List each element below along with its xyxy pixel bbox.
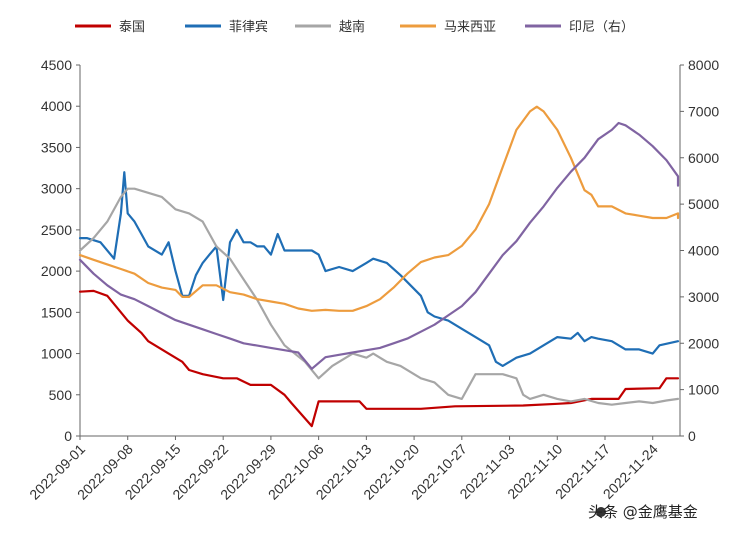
legend-label: 马来西亚 xyxy=(444,20,496,35)
axes: 0 500 1000 1500 2000 2500 3000 3500 4000 4500 0 100… xyxy=(26,57,719,503)
legend-label: 越南 xyxy=(339,19,365,35)
y-tick-right-label: 1000 xyxy=(688,382,719,398)
y-tick-right-label: 3000 xyxy=(688,289,719,305)
legend-label: 菲律宾 xyxy=(229,19,268,35)
legend-label: 印尼（右） xyxy=(569,20,634,35)
y-tick-right-label: 8000 xyxy=(688,57,719,73)
y-tick-left-label: 4500 xyxy=(41,57,72,73)
y-tick-left-label: 1500 xyxy=(41,304,72,320)
y-tick-right-label: 2000 xyxy=(688,335,719,351)
y-tick-right-label: 4000 xyxy=(688,243,719,259)
watermark-icon xyxy=(596,507,606,517)
y-tick-right-label: 5000 xyxy=(688,196,719,212)
y-tick-right-label: 0 xyxy=(688,428,696,444)
y-tick-left-label: 500 xyxy=(49,387,73,403)
series-line-马来西亚 xyxy=(78,105,680,312)
watermark: 头条 @金鹰基金 xyxy=(588,503,698,521)
series-line-菲律宾 xyxy=(78,171,680,367)
y-tick-right-label: 7000 xyxy=(688,103,719,119)
y-tick-right-label: 6000 xyxy=(688,150,719,166)
series-line-泰国 xyxy=(78,289,680,428)
y-tick-left-label: 3000 xyxy=(41,181,72,197)
y-tick-left-label: 2000 xyxy=(41,263,72,279)
watermark-text: 头条 @金鹰基金 xyxy=(588,503,698,521)
y-tick-left-label: 3500 xyxy=(41,139,72,155)
y-tick-left-label: 0 xyxy=(64,428,72,444)
series-line-印尼（右） xyxy=(78,121,680,370)
legend: 泰国 菲律宾 越南 马来西亚 印尼（右） xyxy=(75,19,634,35)
y-tick-left-label: 1000 xyxy=(41,346,72,362)
legend-label: 泰国 xyxy=(119,20,145,35)
y-tick-left-label: 2500 xyxy=(41,222,72,238)
y-tick-left-label: 4000 xyxy=(41,98,72,114)
series-layer xyxy=(78,105,680,428)
series-line-越南 xyxy=(78,187,680,406)
